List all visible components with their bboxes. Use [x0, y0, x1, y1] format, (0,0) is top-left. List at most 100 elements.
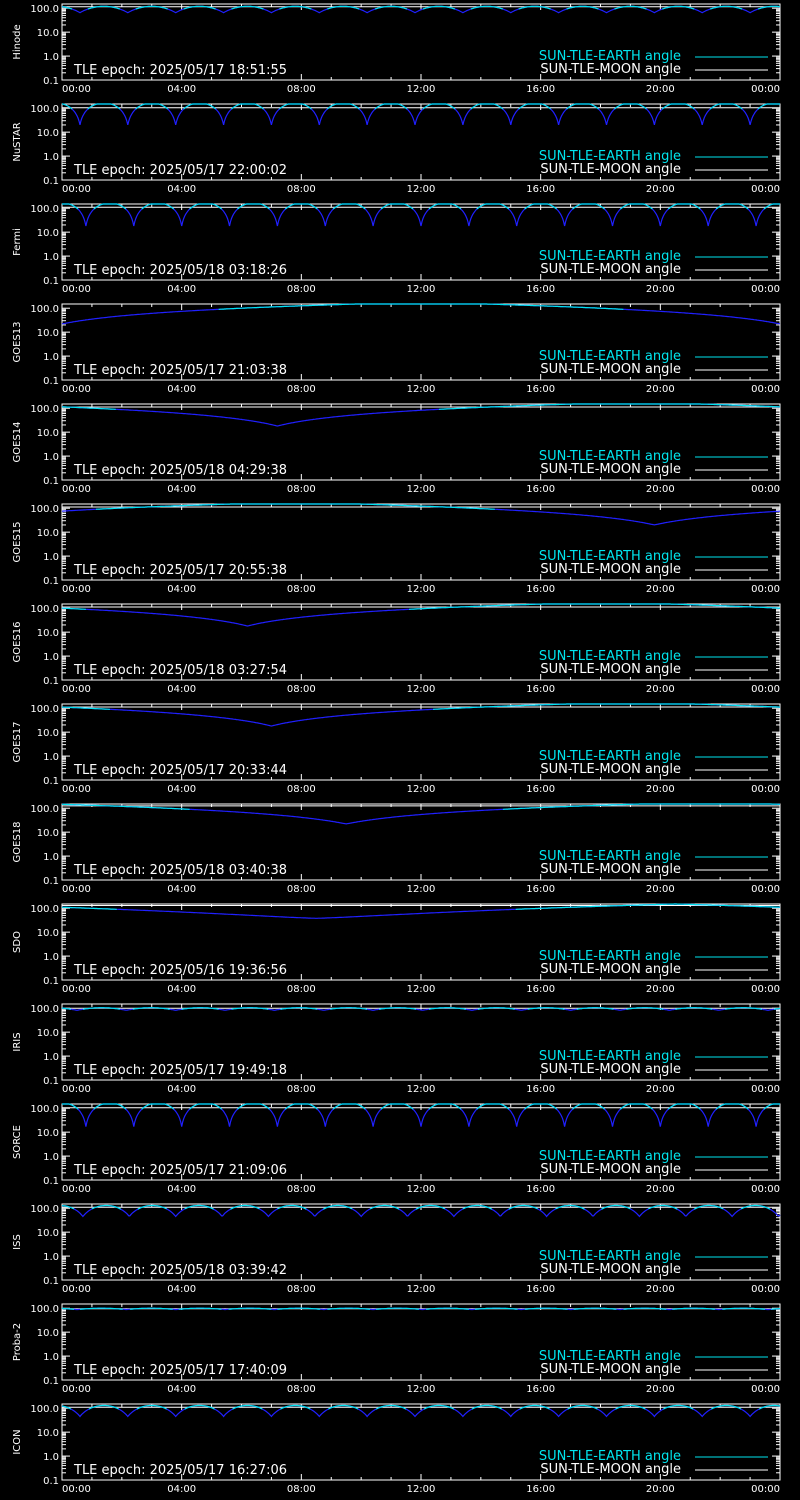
y-tick-label: 100.0: [30, 804, 59, 815]
y-tick-label: 10.0: [37, 728, 59, 739]
earth-angle-highlight: [566, 5, 599, 10]
earth-angle-highlight: [601, 1204, 631, 1210]
earth-angle-highlight: [710, 5, 743, 10]
x-tick-label: 16:00: [526, 284, 555, 295]
x-tick-label: 00:00: [751, 184, 780, 195]
earth-angle-highlight: [763, 1103, 780, 1110]
x-tick-label: 04:00: [167, 1484, 196, 1495]
earth-angle-highlight: [619, 1103, 653, 1110]
x-tick-label: 20:00: [646, 184, 675, 195]
x-tick-label: 12:00: [407, 784, 436, 795]
panel-goes16: 100.010.01.00.100:00 04:00 08:00 12:00 16:00…: [12, 603, 781, 695]
y-tick-label: 10.0: [37, 1028, 59, 1039]
x-tick-label: 16:00: [526, 84, 555, 95]
x-tick-label: 08:00: [287, 984, 316, 995]
y-tick-label: 1.0: [43, 452, 59, 463]
x-tick-label: 16:00: [526, 1484, 555, 1495]
y-tick-label: 0.1: [43, 176, 59, 187]
earth-angle-series: [62, 203, 780, 227]
earth-angle-highlight: [87, 103, 121, 110]
x-tick-label: 16:00: [526, 684, 555, 695]
earth-angle-highlight: [61, 1205, 75, 1210]
legend-moon-label: SUN-TLE-MOON angle: [540, 1062, 681, 1077]
earth-angle-highlight: [524, 1103, 558, 1110]
earth-angle-highlight: [555, 1204, 585, 1210]
x-tick-label: 00:00: [751, 84, 780, 95]
tle-epoch-label: TLE epoch: 2025/05/17 18:51:55: [73, 63, 287, 78]
x-tick-label: 04:00: [167, 84, 196, 95]
satellite-name: GOES16: [12, 621, 23, 662]
x-tick-label: 16:00: [526, 484, 555, 495]
x-tick-label: 12:00: [407, 384, 436, 395]
y-tick-label: 10.0: [37, 1328, 59, 1339]
x-tick-label: 00:00: [62, 684, 91, 695]
legend-earth-label: SUN-TLE-EARTH angle: [539, 49, 681, 64]
x-tick-label: 00:00: [62, 984, 91, 995]
legend-earth-label: SUN-TLE-EARTH angle: [539, 449, 681, 464]
y-tick-label: 10.0: [37, 1428, 59, 1439]
earth-angle-highlight: [715, 203, 749, 210]
legend-earth-label: SUN-TLE-EARTH angle: [539, 649, 681, 664]
earth-angle-highlight: [715, 1103, 749, 1110]
y-tick-label: 1.0: [43, 152, 59, 163]
x-tick-label: 00:00: [62, 1484, 91, 1495]
earth-angle-highlight: [62, 203, 79, 210]
x-tick-label: 08:00: [287, 784, 316, 795]
satellite-name: GOES18: [12, 821, 23, 862]
earth-angle-highlight: [576, 1007, 614, 1010]
legend-earth-label: SUN-TLE-EARTH angle: [539, 1049, 681, 1064]
earth-angle-highlight: [95, 503, 495, 510]
x-tick-label: 12:00: [407, 1084, 436, 1095]
x-tick-label: 12:00: [407, 1284, 436, 1295]
satellite-name: GOES15: [12, 521, 23, 562]
y-tick-label: 0.1: [43, 1276, 59, 1287]
earth-angle-highlight: [757, 103, 780, 110]
x-tick-label: 04:00: [167, 1184, 196, 1195]
earth-angle-highlight: [757, 5, 781, 10]
y-tick-label: 1.0: [43, 652, 59, 663]
y-tick-label: 0.1: [43, 576, 59, 587]
satellite-name: SORCE: [12, 1125, 23, 1159]
earth-angle-highlight: [61, 607, 86, 610]
x-tick-label: 12:00: [407, 684, 436, 695]
tle-epoch-label: TLE epoch: 2025/05/18 03:27:54: [73, 663, 287, 678]
x-tick-label: 00:00: [751, 1084, 780, 1095]
earth-angle-highlight: [470, 103, 504, 110]
earth-angle-highlight: [614, 5, 647, 10]
y-tick-label: 10.0: [37, 1128, 59, 1139]
earth-angle-highlight: [693, 1204, 724, 1210]
earth-angle-highlight: [231, 5, 264, 10]
x-tick-label: 12:00: [407, 284, 436, 295]
earth-angle-highlight: [280, 1007, 318, 1010]
x-tick-label: 16:00: [526, 884, 555, 895]
earth-angle-highlight: [374, 5, 408, 10]
earth-angle-highlight: [722, 1307, 766, 1310]
x-tick-label: 12:00: [407, 1384, 436, 1395]
legend-earth-label: SUN-TLE-EARTH angle: [539, 1449, 681, 1464]
x-tick-label: 08:00: [287, 584, 316, 595]
earth-angle-highlight: [423, 1404, 455, 1410]
earth-angle-highlight: [88, 1404, 120, 1410]
y-tick-label: 1.0: [43, 1252, 59, 1263]
x-tick-label: 00:00: [62, 584, 91, 595]
x-tick-label: 20:00: [646, 384, 675, 395]
x-tick-label: 00:00: [62, 84, 91, 95]
earth-angle-highlight: [675, 1007, 713, 1010]
y-tick-label: 1.0: [43, 952, 59, 963]
x-tick-label: 16:00: [526, 1384, 555, 1395]
x-tick-label: 00:00: [751, 1384, 780, 1395]
earth-angle-highlight: [178, 1307, 222, 1310]
earth-angle-highlight: [567, 1404, 598, 1410]
earth-angle-highlight: [422, 5, 456, 10]
earth-angle-highlight: [189, 203, 223, 210]
earth-angle-highlight: [277, 1204, 307, 1210]
earth-angle-series: [62, 103, 780, 126]
earth-angle-highlight: [129, 1307, 173, 1310]
earth-angle-highlight: [61, 6, 73, 10]
x-tick-label: 00:00: [62, 284, 91, 295]
x-tick-label: 16:00: [526, 784, 555, 795]
x-tick-label: 08:00: [287, 884, 316, 895]
x-tick-label: 16:00: [526, 984, 555, 995]
x-tick-label: 20:00: [646, 784, 675, 795]
earth-angle-highlight: [135, 103, 169, 110]
